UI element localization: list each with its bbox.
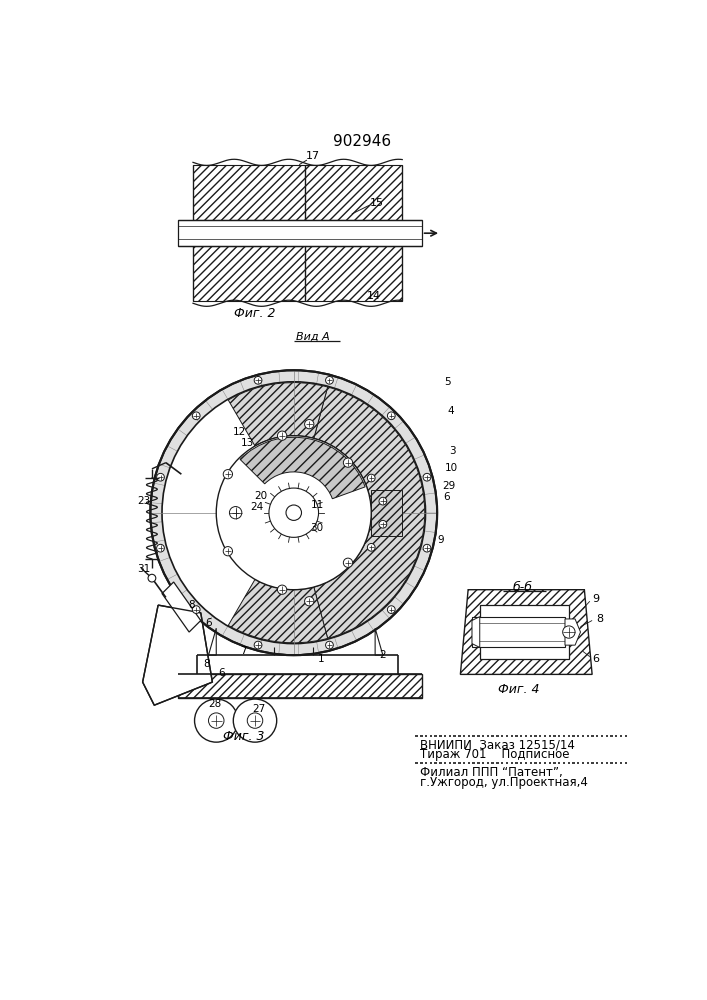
Text: 9: 9: [592, 594, 600, 604]
Circle shape: [255, 376, 262, 384]
Text: ВНИИПИ  Заказ 12515/14: ВНИИПИ Заказ 12515/14: [420, 739, 575, 752]
Circle shape: [192, 412, 200, 420]
Text: 8: 8: [596, 614, 604, 624]
Text: 24: 24: [251, 502, 264, 512]
Text: 31: 31: [138, 564, 151, 574]
Polygon shape: [565, 619, 580, 645]
Circle shape: [423, 473, 431, 481]
Circle shape: [344, 558, 353, 567]
Circle shape: [209, 713, 224, 728]
Text: 902946: 902946: [333, 134, 391, 149]
Text: 6: 6: [443, 492, 450, 502]
Wedge shape: [240, 437, 365, 499]
Circle shape: [387, 606, 395, 613]
Polygon shape: [177, 220, 421, 246]
Circle shape: [387, 412, 395, 420]
Text: Фиг. 4: Фиг. 4: [498, 683, 539, 696]
Circle shape: [223, 547, 233, 556]
Text: 30: 30: [310, 523, 324, 533]
Polygon shape: [143, 605, 212, 705]
Text: 8: 8: [203, 659, 209, 669]
Text: 15: 15: [370, 198, 384, 208]
Text: 4: 4: [448, 406, 455, 416]
Circle shape: [148, 574, 156, 582]
Text: Вид A: Вид A: [296, 332, 330, 342]
Text: 7: 7: [240, 646, 247, 656]
Circle shape: [255, 641, 262, 649]
Circle shape: [368, 474, 375, 482]
Text: 1: 1: [317, 654, 325, 664]
Polygon shape: [472, 617, 480, 647]
Wedge shape: [228, 383, 327, 446]
Circle shape: [233, 699, 276, 742]
Text: 3: 3: [450, 446, 456, 456]
Circle shape: [230, 507, 242, 519]
Circle shape: [157, 473, 164, 481]
Circle shape: [216, 436, 371, 590]
Text: 10: 10: [445, 463, 457, 473]
Circle shape: [344, 458, 353, 467]
Circle shape: [162, 382, 426, 644]
Circle shape: [423, 544, 431, 552]
Wedge shape: [228, 579, 327, 643]
Text: 12: 12: [233, 427, 246, 437]
Text: 27: 27: [252, 704, 266, 714]
Text: 6: 6: [592, 654, 600, 664]
Text: Фиг. 3: Фиг. 3: [223, 730, 264, 742]
Circle shape: [326, 376, 333, 384]
Polygon shape: [480, 605, 569, 659]
Text: 17: 17: [306, 151, 320, 161]
Circle shape: [286, 505, 301, 520]
Text: Тираж 701    Подписное: Тираж 701 Подписное: [420, 748, 570, 761]
Polygon shape: [209, 628, 216, 655]
Polygon shape: [193, 165, 402, 220]
Circle shape: [157, 544, 164, 552]
Text: 13: 13: [240, 438, 254, 448]
Text: 23: 23: [138, 496, 151, 506]
Circle shape: [379, 497, 387, 505]
Text: 11: 11: [310, 500, 324, 510]
Circle shape: [563, 626, 575, 638]
Text: Фиг. 2: Фиг. 2: [234, 307, 276, 320]
Circle shape: [231, 508, 240, 517]
Text: г.Ужгород, ул.Проектная,4: г.Ужгород, ул.Проектная,4: [420, 776, 588, 789]
Text: б-б: б-б: [513, 581, 532, 594]
Circle shape: [269, 488, 319, 537]
Text: 9: 9: [438, 535, 444, 545]
Circle shape: [194, 699, 238, 742]
Circle shape: [379, 520, 387, 528]
Text: 14: 14: [366, 291, 380, 301]
Wedge shape: [314, 387, 425, 638]
Polygon shape: [177, 674, 421, 698]
Text: 2: 2: [380, 650, 386, 660]
Text: Филиал ППП “Патент”,: Филиал ППП “Патент”,: [420, 766, 563, 779]
Text: 29: 29: [442, 481, 455, 491]
Text: 6: 6: [218, 668, 225, 678]
Circle shape: [326, 641, 333, 649]
Text: 28: 28: [208, 699, 221, 709]
Text: 5: 5: [444, 377, 450, 387]
Polygon shape: [375, 628, 383, 655]
Polygon shape: [193, 246, 402, 301]
Circle shape: [247, 713, 263, 728]
Circle shape: [277, 585, 287, 594]
Circle shape: [223, 470, 233, 479]
Circle shape: [305, 597, 314, 606]
Circle shape: [368, 544, 375, 551]
Text: 8: 8: [188, 600, 194, 610]
Text: 6: 6: [205, 618, 212, 628]
Text: 20: 20: [255, 491, 268, 501]
FancyBboxPatch shape: [371, 490, 402, 536]
Circle shape: [305, 420, 314, 429]
Circle shape: [151, 370, 437, 655]
Circle shape: [192, 606, 200, 613]
Polygon shape: [162, 582, 201, 632]
Polygon shape: [460, 590, 592, 674]
Polygon shape: [472, 617, 565, 647]
Circle shape: [277, 431, 287, 440]
